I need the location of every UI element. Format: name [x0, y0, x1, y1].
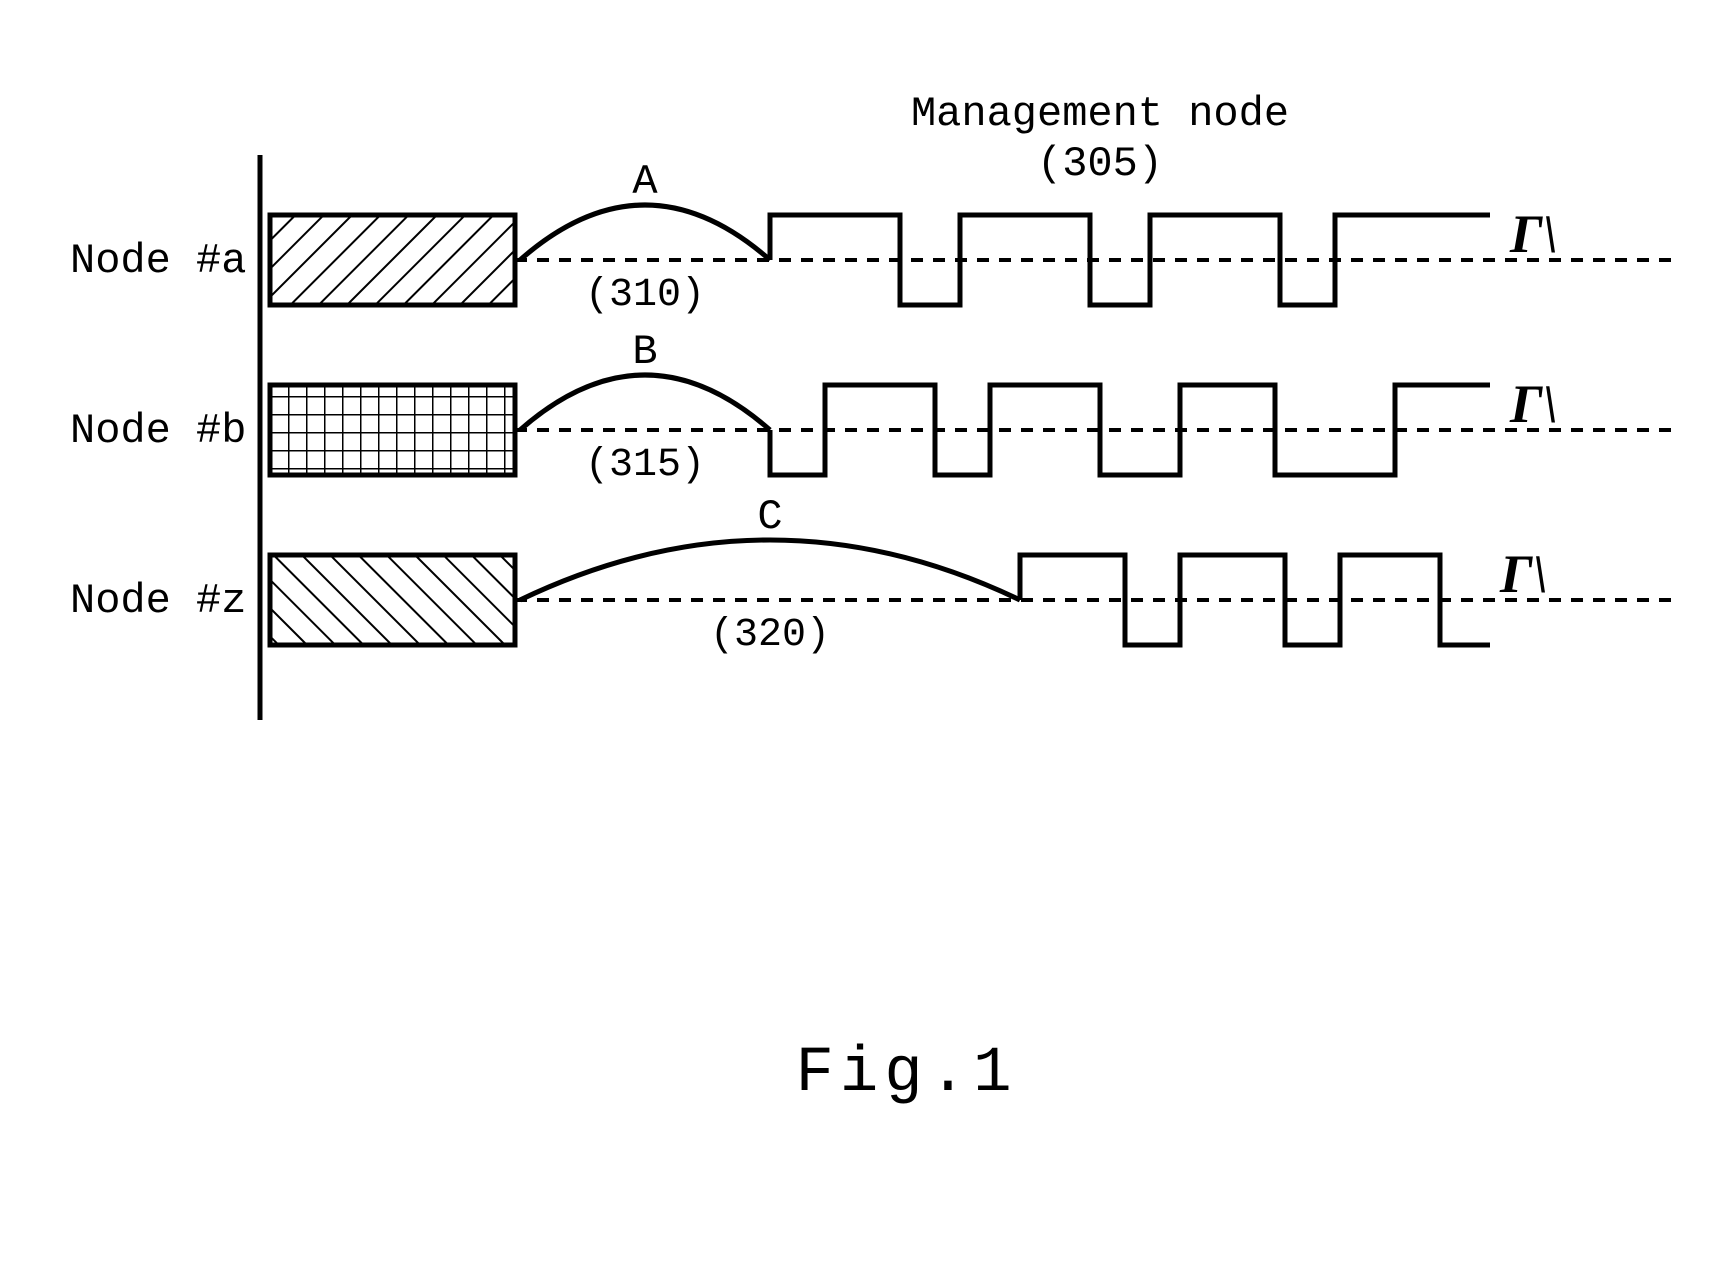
row-label-0: Node #a	[70, 237, 246, 285]
arc-label-0: A	[632, 158, 658, 206]
diagram-svg: Management node(305)Node #aA(310)Γ\Node …	[0, 0, 1733, 1283]
row-label-1: Node #b	[70, 407, 246, 455]
header-line2: (305)	[1037, 140, 1163, 188]
end-glyph-2: Γ\	[1499, 544, 1548, 604]
hatched-box-2	[270, 555, 515, 645]
end-glyph-0: Γ\	[1509, 204, 1558, 264]
header-line1: Management node	[911, 90, 1289, 138]
arc-2	[520, 540, 1020, 600]
arc-ref-2: (320)	[710, 613, 830, 658]
arc-1	[520, 375, 770, 430]
end-glyph-1: Γ\	[1509, 374, 1558, 434]
arc-0	[520, 205, 770, 260]
arc-ref-1: (315)	[585, 443, 705, 488]
arc-ref-0: (310)	[585, 273, 705, 318]
arc-label-1: B	[632, 328, 657, 376]
row-label-2: Node #z	[70, 577, 246, 625]
row-0: Node #a A (310) Γ\	[70, 158, 1680, 318]
row-2: Node #z C (320) Γ\	[70, 493, 1680, 658]
hatched-box-1	[270, 385, 515, 475]
row-1: Node #b B (315) Γ\	[70, 328, 1680, 488]
figure-caption: Fig.1	[795, 1038, 1017, 1110]
hatched-box-0	[270, 215, 515, 305]
arc-label-2: C	[757, 493, 782, 541]
